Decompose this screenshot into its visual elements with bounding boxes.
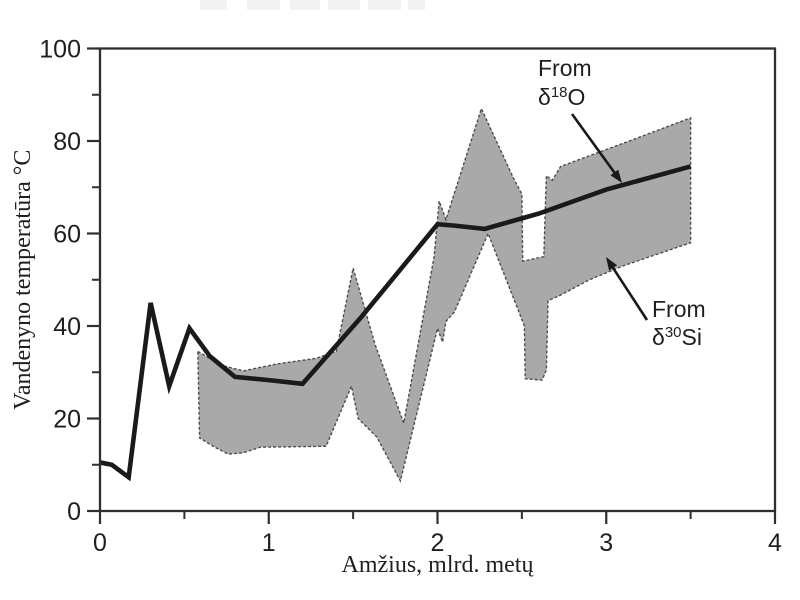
y-tick-label-20: 20 xyxy=(53,406,81,434)
y-tick-label-80: 80 xyxy=(53,128,81,156)
cropped-title-fragment xyxy=(368,0,401,10)
arrowhead-icon xyxy=(606,257,618,271)
x-tick-label-4: 4 xyxy=(768,529,782,557)
arrowhead-icon xyxy=(610,169,622,183)
delta18o-line xyxy=(99,164,692,482)
x-tick-label-3: 3 xyxy=(599,529,613,557)
x-tick-label-2: 2 xyxy=(431,529,445,557)
annotation-label-line1: From xyxy=(652,296,706,322)
cropped-title-fragment xyxy=(290,0,320,10)
y-tick-label-100: 100 xyxy=(39,36,81,64)
y-tick-label-0: 0 xyxy=(67,498,81,526)
cropped-title-fragment xyxy=(328,0,360,10)
cropped-title-fragment xyxy=(247,0,280,10)
y-tick-label-60: 60 xyxy=(53,221,81,249)
annotation-label-formula: δ30Si xyxy=(652,324,702,350)
annotation-arrow-shaft xyxy=(570,113,619,178)
x-tick-label-1: 1 xyxy=(262,529,276,557)
y-axis-title: Vandenyno temperatūra °C xyxy=(10,150,36,410)
y-tick-label-40: 40 xyxy=(53,313,81,341)
x-tick-label-0: 0 xyxy=(93,529,107,557)
x-axis-title: Amžius, mlrd. metų xyxy=(342,552,535,578)
annotation-from-delta18o: From δ18O xyxy=(538,55,622,183)
annotation-arrow-shaft xyxy=(609,262,649,321)
annotation-label-line1: From xyxy=(538,55,592,81)
cropped-title-fragment xyxy=(200,0,227,10)
delta30si-band xyxy=(197,106,692,483)
annotation-label-formula: δ18O xyxy=(538,84,585,110)
cropped-title-fragment xyxy=(408,0,425,10)
